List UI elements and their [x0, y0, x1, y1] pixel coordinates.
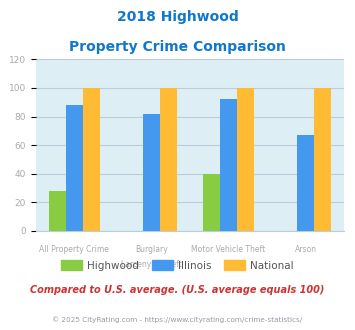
Bar [143, 114, 160, 231]
Bar [220, 99, 237, 231]
Text: Property Crime Comparison: Property Crime Comparison [69, 40, 286, 53]
Text: Larceny & Theft: Larceny & Theft [121, 260, 182, 269]
Text: Arson: Arson [295, 245, 317, 254]
Bar [49, 191, 66, 231]
Bar [297, 135, 314, 231]
Bar [237, 88, 254, 231]
Text: Motor Vehicle Theft: Motor Vehicle Theft [191, 245, 266, 254]
Text: © 2025 CityRating.com - https://www.cityrating.com/crime-statistics/: © 2025 CityRating.com - https://www.city… [53, 317, 302, 323]
Text: All Property Crime: All Property Crime [39, 245, 109, 254]
Text: 2018 Highwood: 2018 Highwood [117, 10, 238, 24]
Text: Burglary: Burglary [135, 245, 168, 254]
Bar [160, 88, 177, 231]
Bar [203, 174, 220, 231]
Bar [66, 105, 83, 231]
Bar [83, 88, 100, 231]
Text: Compared to U.S. average. (U.S. average equals 100): Compared to U.S. average. (U.S. average … [30, 285, 325, 295]
Legend: Highwood, Illinois, National: Highwood, Illinois, National [57, 256, 298, 275]
Bar [314, 88, 331, 231]
